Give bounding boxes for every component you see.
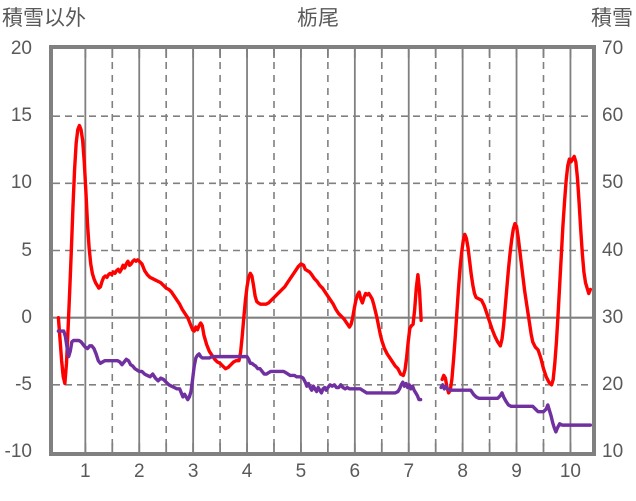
- x-tick-label: 10: [559, 461, 582, 482]
- y-tick-label-right: 10: [602, 441, 624, 462]
- right-axis-title: 積雪: [591, 7, 633, 30]
- x-tick-label: 9: [511, 461, 522, 482]
- chart-svg: [53, 49, 592, 452]
- y-tick-label-right: 30: [602, 306, 624, 328]
- left-axis-title: 積雪以外: [2, 7, 86, 30]
- x-tick-label: 1: [80, 461, 91, 482]
- series-line: [440, 154, 592, 395]
- y-tick-label-left: -5: [15, 373, 32, 395]
- x-tick-label: 8: [457, 461, 468, 482]
- y-tick-label-right: 60: [602, 105, 624, 127]
- series-line: [56, 329, 423, 402]
- series-line: [439, 383, 592, 434]
- y-tick-label-right: 70: [602, 38, 624, 59]
- chart-title: 栃尾: [297, 7, 339, 30]
- y-tick-label-left: 20: [10, 38, 32, 59]
- y-tick-label-right: 50: [602, 172, 624, 194]
- y-tick-label-left: 5: [21, 239, 32, 261]
- series-red: [56, 123, 592, 395]
- gridlines: [53, 49, 592, 452]
- x-tick-label: 2: [133, 461, 145, 482]
- y-tick-label-left: 10: [10, 172, 32, 194]
- x-tick-label: 4: [241, 461, 253, 482]
- x-tick-label: 3: [187, 461, 199, 482]
- y-tick-label-right: 40: [602, 239, 624, 261]
- y-tick-label-left: -10: [4, 441, 32, 462]
- x-tick-label: 7: [403, 461, 415, 482]
- series-purple: [56, 329, 592, 434]
- series-line: [56, 123, 423, 386]
- y-tick-label-left: 0: [21, 306, 32, 328]
- x-tick-label: 5: [295, 461, 307, 482]
- x-tick-label: 6: [349, 461, 361, 482]
- y-tick-label-left: 15: [10, 105, 32, 127]
- plot-area: [49, 45, 596, 456]
- y-tick-label-right: 20: [602, 373, 624, 395]
- plot-inner: [53, 49, 592, 452]
